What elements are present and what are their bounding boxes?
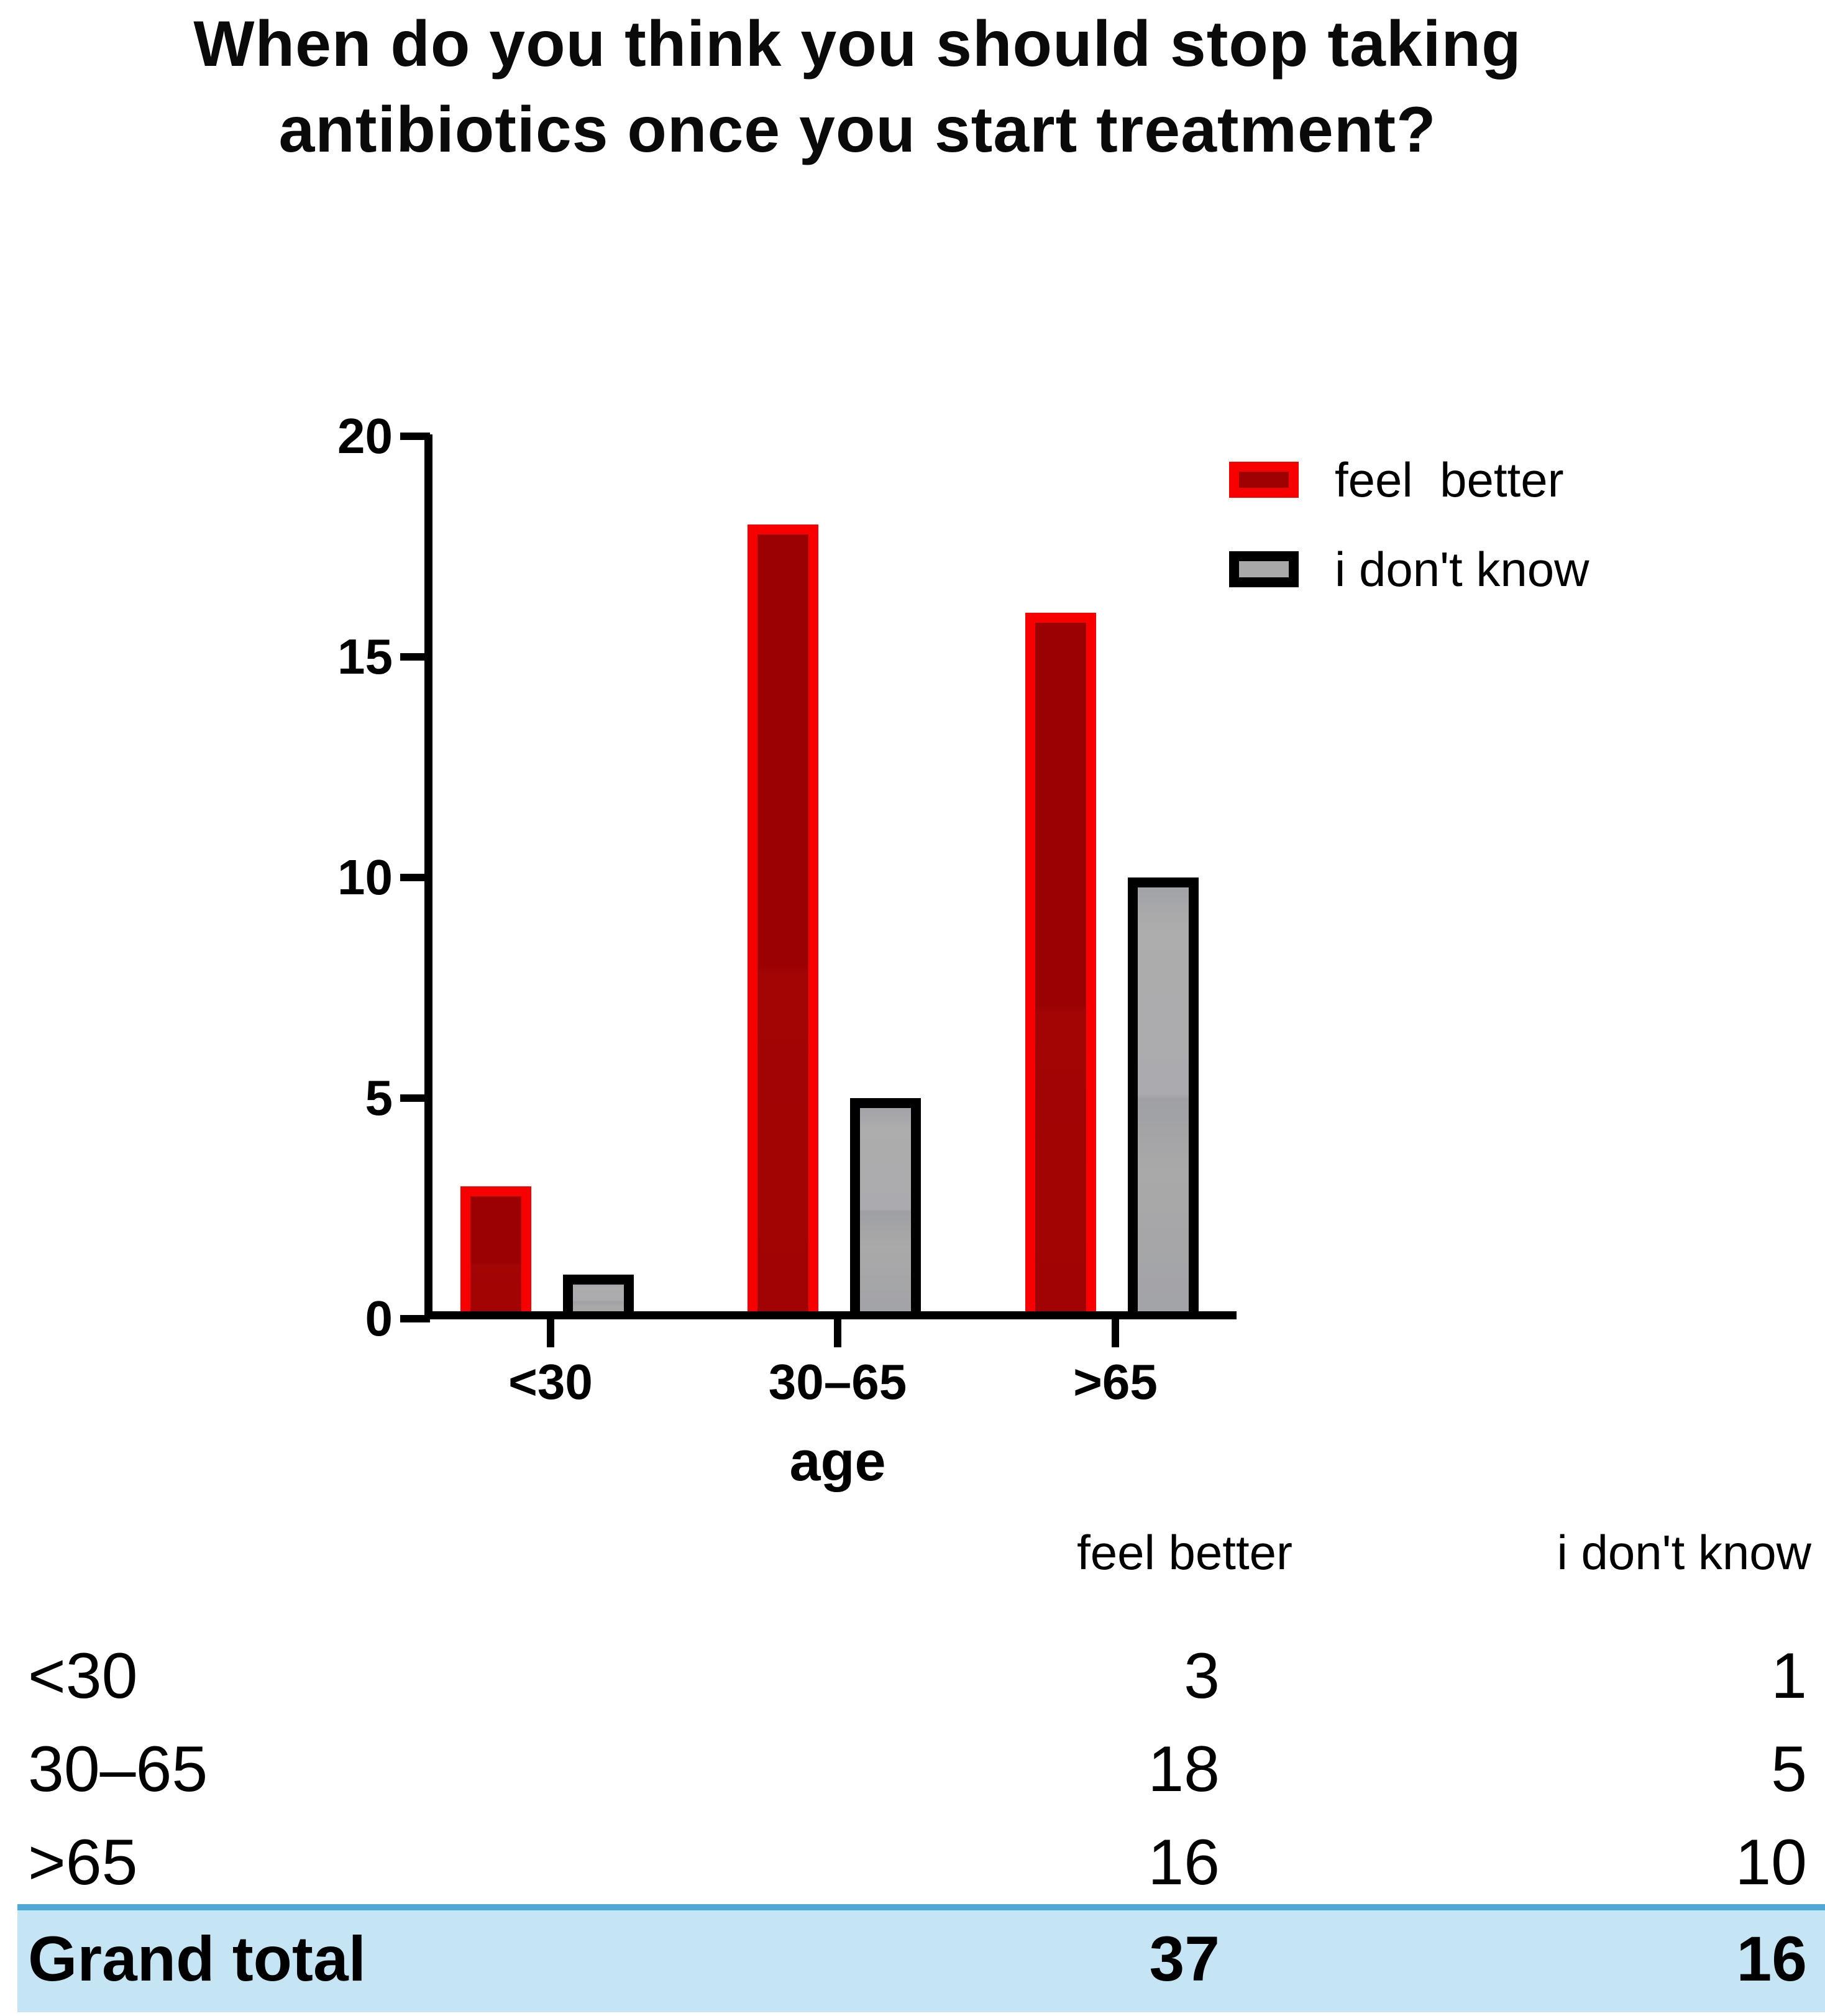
chart-title: When do you think you should stop taking… xyxy=(0,1,1715,173)
chart-title-line1: When do you think you should stop taking xyxy=(193,8,1522,80)
y-tick-label: 0 xyxy=(365,1291,393,1346)
table-header-feel-better: feel better xyxy=(1077,1525,1292,1580)
y-tick-label: 10 xyxy=(337,850,393,905)
bar-feel-better-over65 xyxy=(1025,613,1096,1319)
y-tick-15 xyxy=(400,653,430,661)
legend-label: feel better xyxy=(1335,452,1564,507)
cell-dont-know: 5 xyxy=(1771,1733,1807,1805)
bar-chart: 0 5 10 15 20 <30 30–65 >65 age feel bett… xyxy=(337,408,1589,1493)
y-tick-0 xyxy=(400,1315,430,1322)
legend-item-feel-better: feel better xyxy=(1229,454,1589,506)
grand-total-top-border xyxy=(17,1904,1825,1910)
legend-label: i don't know xyxy=(1335,542,1589,597)
bar-feel-better-30-65 xyxy=(748,525,818,1319)
bar-feel-better-under30 xyxy=(460,1186,531,1319)
y-tick-label: 20 xyxy=(337,408,393,464)
row-label: >65 xyxy=(28,1826,138,1899)
x-tick-30-65 xyxy=(834,1319,841,1347)
bar-dont-know-over65 xyxy=(1128,877,1199,1319)
cell-feel-better: 3 xyxy=(1184,1640,1220,1712)
x-tick-under30 xyxy=(547,1319,554,1347)
x-axis-line xyxy=(424,1311,1237,1319)
bar-dont-know-30-65 xyxy=(850,1098,921,1319)
legend-item-dont-know: i don't know xyxy=(1229,543,1589,595)
grand-total-dont-know: 16 xyxy=(1736,1923,1807,1994)
cell-dont-know: 1 xyxy=(1771,1640,1807,1712)
row-label: 30–65 xyxy=(28,1733,208,1805)
y-tick-10 xyxy=(400,874,430,881)
legend-swatch-feel-better xyxy=(1229,462,1299,498)
cell-feel-better: 18 xyxy=(1148,1733,1220,1805)
legend: feel better i don't know xyxy=(1229,454,1589,640)
grand-total-label: Grand total xyxy=(28,1923,367,1994)
y-tick-5 xyxy=(400,1094,430,1102)
row-label: <30 xyxy=(28,1640,138,1712)
x-tick-label: 30–65 xyxy=(768,1354,907,1409)
y-tick-label: 5 xyxy=(365,1070,393,1125)
y-tick-label: 15 xyxy=(337,629,393,684)
table-header-dont-know: i don't know xyxy=(1557,1525,1811,1580)
cell-dont-know: 10 xyxy=(1735,1826,1807,1899)
x-tick-label: >65 xyxy=(1073,1354,1158,1409)
legend-swatch-dont-know xyxy=(1229,551,1299,587)
x-tick-label: <30 xyxy=(508,1354,593,1409)
x-axis-title: age xyxy=(789,1431,886,1493)
y-tick-20 xyxy=(400,433,430,440)
grand-total-band xyxy=(17,1910,1825,2012)
grand-total-feel-better: 37 xyxy=(1149,1923,1220,1994)
chart-title-line2: antibiotics once you start treatment? xyxy=(278,94,1437,166)
x-tick-over65 xyxy=(1112,1319,1119,1347)
cell-feel-better: 16 xyxy=(1148,1826,1220,1899)
